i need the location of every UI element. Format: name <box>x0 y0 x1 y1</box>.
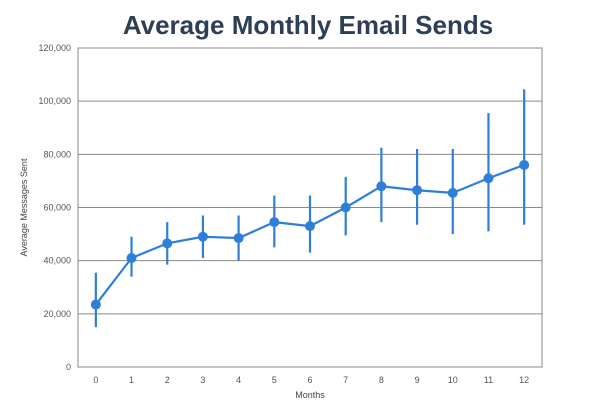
chart-title: Average Monthly Email Sends <box>122 10 494 40</box>
y-tick-label: 0 <box>66 362 71 372</box>
data-point <box>376 181 387 192</box>
data-point <box>126 253 137 264</box>
x-axis-label: Months <box>295 390 325 400</box>
x-tick-label: 0 <box>93 375 98 385</box>
data-point <box>305 221 315 232</box>
x-tick-label: 3 <box>200 375 205 385</box>
y-axis-label: Average Messages Sent <box>19 158 29 256</box>
data-point <box>162 238 173 249</box>
x-tick-labels: 0 1 2 3 4 5 6 7 8 9 10 11 12 <box>93 375 529 385</box>
x-tick-label: 4 <box>236 375 241 385</box>
x-tick-label: 9 <box>415 375 420 385</box>
y-tick-label: 60,000 <box>43 203 71 213</box>
data-point <box>90 299 101 310</box>
x-tick-label: 1 <box>129 375 134 385</box>
x-tick-label: 5 <box>272 375 277 385</box>
x-tick-label: 6 <box>307 375 312 385</box>
data-point <box>483 173 494 184</box>
x-tick-label: 10 <box>448 375 458 385</box>
data-point <box>197 231 208 242</box>
x-tick-label: 8 <box>379 375 384 385</box>
data-points <box>90 159 530 310</box>
x-tick-label: 12 <box>519 375 529 385</box>
data-point <box>233 233 244 244</box>
y-tick-label: 80,000 <box>43 149 71 159</box>
data-point <box>412 185 423 196</box>
y-tick-label: 40,000 <box>43 256 71 266</box>
data-point <box>269 217 280 228</box>
x-tick-label: 2 <box>165 375 170 385</box>
error-bars <box>94 89 526 328</box>
data-point <box>340 202 351 213</box>
data-point <box>519 159 530 170</box>
y-tick-label: 120,000 <box>38 43 71 53</box>
data-point <box>447 187 458 198</box>
x-tick-label: 7 <box>343 375 348 385</box>
y-tick-label: 100,000 <box>38 96 71 106</box>
y-tick-label: 20,000 <box>43 309 71 319</box>
x-tick-label: 11 <box>484 375 493 385</box>
plot-frame <box>77 47 543 368</box>
y-tick-labels: 0 20,000 40,000 60,000 80,000 100,000 120,000 <box>38 43 71 372</box>
